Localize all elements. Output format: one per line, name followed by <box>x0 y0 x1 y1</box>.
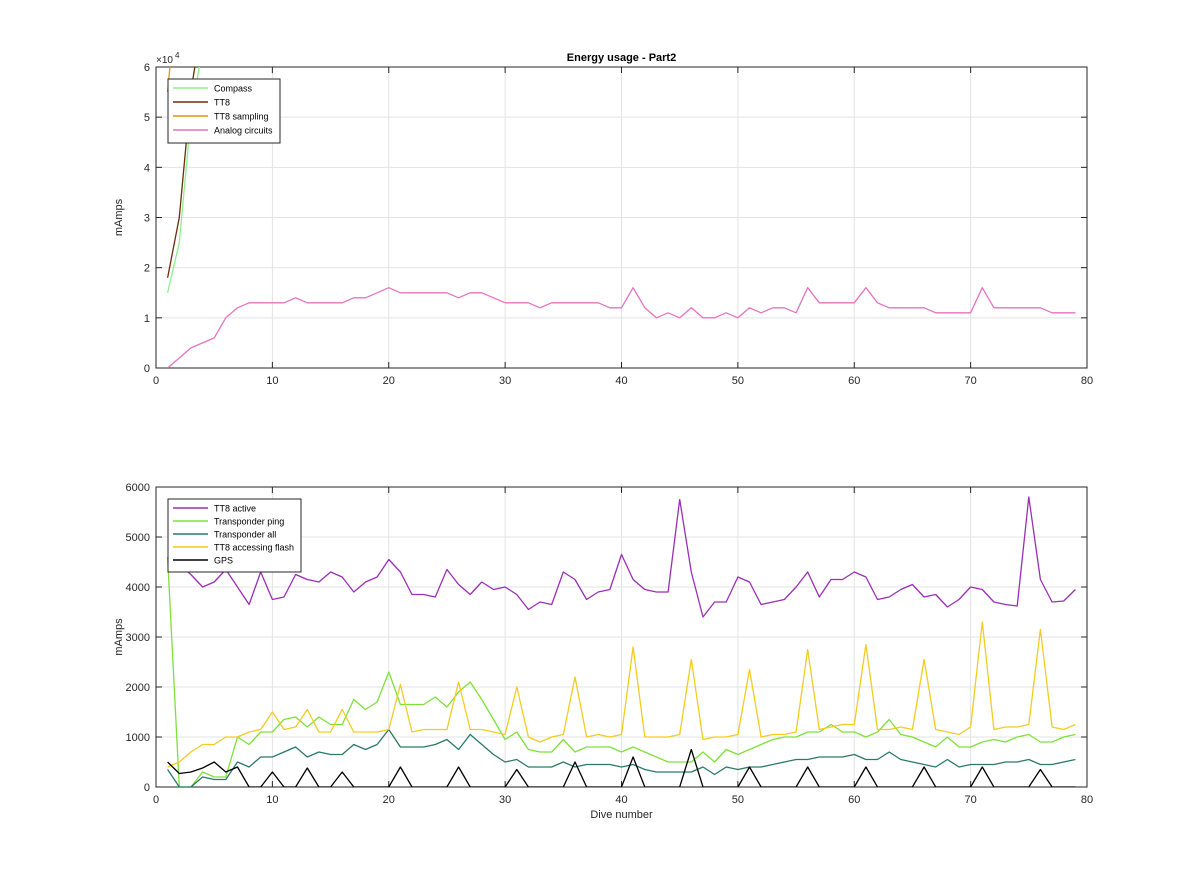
series-line-tt8-accessing-flash <box>167 621 1076 768</box>
legend-entry: Analog circuits <box>214 126 273 136</box>
legend-box <box>167 78 281 144</box>
y-exponent-power: 4 <box>175 51 180 60</box>
y-exponent-label: ×10 <box>156 55 173 66</box>
x-tick-label: 30 <box>499 794 511 806</box>
legend-entry: Transponder all <box>214 530 276 540</box>
x-tick-label: 70 <box>965 375 977 387</box>
x-tick-label: 0 <box>153 375 159 387</box>
legend-entry: TT8 sampling <box>214 112 269 122</box>
y-tick-label: 1 <box>144 313 150 325</box>
legend-entry: GPS <box>214 556 233 566</box>
y-tick-label: 6000 <box>126 482 150 494</box>
y-tick-label: 2000 <box>126 682 150 694</box>
x-tick-label: 10 <box>266 375 278 387</box>
legend-entry: TT8 <box>214 98 230 108</box>
x-tick-label: 60 <box>848 375 860 387</box>
chart-panel-2: 0 10 20 30 40 50 60 70 80 0 1000 2000 3000 4000 5000 60… <box>113 482 1093 821</box>
x-tick-label: 40 <box>615 375 627 387</box>
x-tick-label: 80 <box>1081 794 1093 806</box>
y-tick-label: 3 <box>144 213 150 225</box>
x-tick-label: 10 <box>266 794 278 806</box>
y-tick-label: 5 <box>144 112 150 124</box>
x-tick-label: 0 <box>153 794 159 806</box>
series-line-gps <box>167 748 1076 787</box>
y-tick-label: 0 <box>144 363 150 375</box>
x-tick-label: 60 <box>848 794 860 806</box>
series-line-transponder-ping <box>166 556 1076 787</box>
x-axis-label: Dive number <box>590 809 653 821</box>
x-tick-label: 70 <box>965 794 977 806</box>
legend: TT8 active Transponder ping Transponder al… <box>167 498 302 573</box>
x-tick-label: 30 <box>499 375 511 387</box>
legend-entry: Transponder ping <box>214 517 284 527</box>
x-tick-label: 80 <box>1081 375 1093 387</box>
x-tick-label: 50 <box>732 375 744 387</box>
x-tick-label: 20 <box>383 794 395 806</box>
y-axis-label: mAmps <box>113 198 125 236</box>
y-tick-label: 1000 <box>126 732 150 744</box>
series-line-transponder-all <box>167 728 1076 787</box>
series-line-analog-circuits <box>167 287 1076 368</box>
y-tick-label: 3000 <box>126 632 150 644</box>
y-tick-label: 5000 <box>126 532 150 544</box>
y-tick-label: 0 <box>144 782 150 794</box>
legend-entry: TT8 accessing flash <box>214 543 294 553</box>
y-tick-label: 4 <box>144 162 150 174</box>
y-tick-label: 4000 <box>126 582 150 594</box>
legend: Compass TT8 TT8 sampling Analog circuits <box>167 78 281 144</box>
chart-title: Energy usage - Part2 <box>567 52 676 64</box>
y-tick-label: 2 <box>144 263 150 275</box>
x-tick-label: 20 <box>383 375 395 387</box>
x-tick-label: 40 <box>615 794 627 806</box>
x-tick-label: 50 <box>732 794 744 806</box>
y-tick-label: 6 <box>144 62 150 74</box>
series-line-tt8-active <box>167 496 1076 618</box>
legend-entry: Compass <box>214 84 253 94</box>
legend-entry: TT8 active <box>214 504 256 514</box>
y-axis-label: mAmps <box>113 618 125 656</box>
